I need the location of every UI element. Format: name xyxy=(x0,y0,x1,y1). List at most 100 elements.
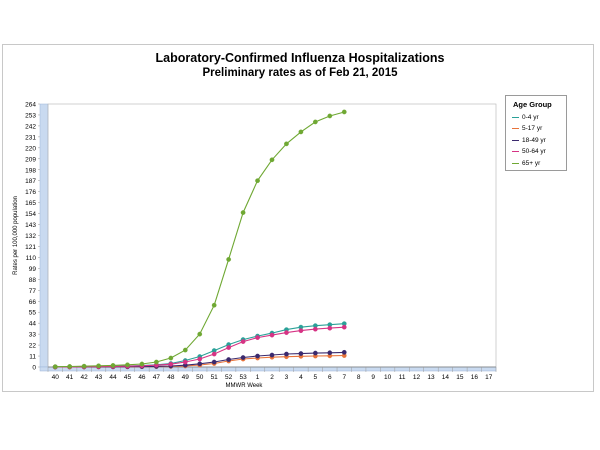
y-tick-label: 198 xyxy=(25,167,36,174)
data-point xyxy=(313,326,318,332)
data-point xyxy=(284,141,289,147)
legend-swatch xyxy=(512,116,519,118)
data-point xyxy=(298,328,304,333)
y-tick-label: 253 xyxy=(25,112,36,119)
data-point xyxy=(298,351,304,356)
y-tick-label: 187 xyxy=(25,178,36,185)
y-tick-label: 220 xyxy=(25,145,36,152)
y-tick-label: 264 xyxy=(25,102,36,109)
x-tick-label: 43 xyxy=(95,374,103,381)
data-point xyxy=(197,331,203,337)
data-point xyxy=(211,359,217,365)
legend-swatch xyxy=(512,162,519,164)
data-point xyxy=(240,355,246,360)
data-point xyxy=(255,335,260,340)
legend-label: 5-17 yr xyxy=(522,125,543,132)
data-point xyxy=(211,302,217,308)
data-point xyxy=(298,129,304,135)
data-point xyxy=(52,364,58,370)
data-point xyxy=(226,257,231,262)
x-tick-label: 44 xyxy=(109,374,117,381)
x-tick-label: 13 xyxy=(427,374,435,381)
data-point xyxy=(327,350,333,356)
y-tick-label: 242 xyxy=(25,123,36,130)
data-point xyxy=(255,353,260,359)
y-axis-wall xyxy=(39,103,49,368)
data-point xyxy=(226,345,231,350)
chart-border xyxy=(2,44,594,392)
y-tick-label: 209 xyxy=(25,156,36,163)
data-point xyxy=(240,210,246,215)
y-tick-label: 88 xyxy=(29,277,37,284)
x-tick-label: 16 xyxy=(471,374,479,381)
y-tick-label: 121 xyxy=(25,244,36,251)
data-point xyxy=(67,364,73,369)
series-group xyxy=(52,109,347,370)
data-point xyxy=(197,361,203,367)
data-point xyxy=(168,361,174,367)
y-tick-label: 154 xyxy=(25,211,36,218)
x-tick-label: 10 xyxy=(384,374,392,381)
legend-swatch xyxy=(512,151,519,152)
legend-item: 5-17 yr xyxy=(512,124,542,134)
series-group xyxy=(52,324,347,370)
chart-subtitle: Preliminary rates as of Feb 21, 2015 xyxy=(202,67,398,79)
data-point xyxy=(96,363,101,369)
x-tick-label: 3 xyxy=(285,374,289,381)
legend-swatch xyxy=(512,128,519,129)
data-point xyxy=(269,332,275,338)
y-tick-label: 33 xyxy=(29,332,37,339)
y-tick-label: 44 xyxy=(29,321,37,328)
x-axis-title: MMWR Week xyxy=(226,383,264,389)
x-tick-label: 8 xyxy=(357,374,361,381)
x-tick-label: 50 xyxy=(196,374,204,381)
legend-item: 18-49 yr xyxy=(512,135,546,145)
data-point xyxy=(327,325,333,331)
y-tick-label: 165 xyxy=(25,200,36,207)
data-point xyxy=(125,362,130,368)
x-tick-label: 2 xyxy=(270,374,274,381)
data-point xyxy=(211,351,217,357)
data-point xyxy=(341,324,347,330)
legend-swatch xyxy=(512,139,519,141)
data-point xyxy=(269,157,275,163)
legend-label: 0-4 yr xyxy=(522,113,539,121)
x-tick-label: 7 xyxy=(342,374,346,381)
y-tick-label: 231 xyxy=(25,134,36,141)
x-tick-label: 6 xyxy=(328,374,332,381)
legend-label: 50-64 yr xyxy=(522,148,546,155)
x-tick-label: 48 xyxy=(167,374,175,381)
x-tick-label: 40 xyxy=(52,374,60,381)
x-tick-label: 9 xyxy=(371,374,375,381)
legend-item: 65+ yr xyxy=(512,158,540,168)
data-point xyxy=(313,119,318,125)
x-axis-floor xyxy=(39,366,497,372)
data-point xyxy=(154,359,159,365)
data-point xyxy=(182,347,188,353)
x-tick-label: 52 xyxy=(225,374,233,381)
x-tick-label: 45 xyxy=(124,374,132,381)
x-tick-label: 51 xyxy=(211,374,219,381)
chart-title: Laboratory-Confirmed Influenza Hospitali… xyxy=(155,51,445,65)
y-tick-label: 176 xyxy=(25,189,36,196)
y-tick-label: 132 xyxy=(25,233,36,240)
x-tick-label: 5 xyxy=(314,374,318,381)
data-point xyxy=(341,109,347,115)
data-point xyxy=(327,113,333,119)
x-tick-label: 4 xyxy=(299,374,303,381)
y-tick-label: 22 xyxy=(29,343,37,350)
x-tick-label: 14 xyxy=(442,374,450,381)
y-tick-label: 66 xyxy=(29,299,37,306)
legend-item: 50-64 yr xyxy=(512,147,546,157)
y-tick-label: 11 xyxy=(29,354,36,361)
data-point xyxy=(81,363,87,369)
legend-title: Age Group xyxy=(513,100,552,109)
y-tick-label: 110 xyxy=(26,255,37,262)
data-point xyxy=(139,361,145,367)
x-tick-label: 1 xyxy=(256,374,260,381)
x-tick-label: 46 xyxy=(138,374,146,381)
data-point xyxy=(168,355,174,361)
chart-legend: Age Group 0-4 yr 5-17 yr 18-49 yr 50-64 yr 6… xyxy=(505,95,567,171)
